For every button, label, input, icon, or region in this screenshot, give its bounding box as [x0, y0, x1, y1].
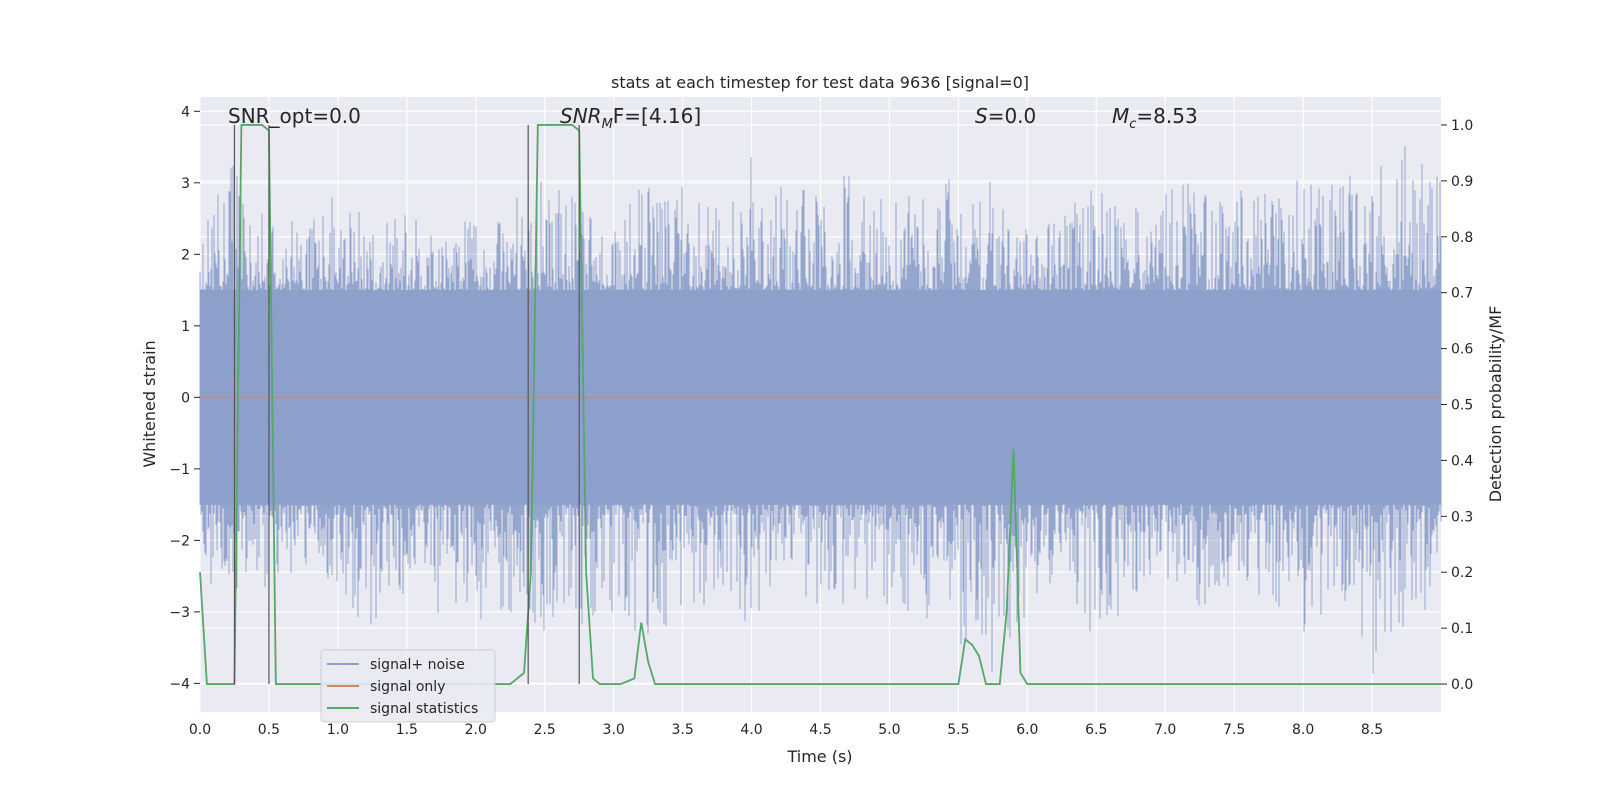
y-tick-label-right: 1.0: [1451, 118, 1473, 134]
x-tick-label: 4.0: [740, 722, 762, 738]
annotation-s: S=0.0: [975, 104, 1036, 128]
x-tick-label: 8.5: [1361, 722, 1383, 738]
y-tick-label-left: −2: [169, 533, 190, 549]
annotation-mc: Mc=8.53: [1112, 104, 1198, 132]
y-tick-label-right: 0.0: [1451, 677, 1473, 693]
x-tick-label: 3.5: [671, 722, 693, 738]
y-axis-left-label: Whitened strain: [140, 340, 159, 467]
x-tick-label: 5.5: [947, 722, 969, 738]
y-tick-label-left: −1: [169, 462, 190, 478]
vertical-markers: [233, 124, 580, 685]
signal-noise-spikes: [199, 146, 1442, 674]
y-tick-label-left: −3: [169, 605, 190, 621]
series-lines: [199, 124, 1441, 685]
y-tick-label-right: 0.4: [1451, 453, 1473, 469]
y-axis-right-ticks: 1.0 0.9 0.8 0.7 0.6 0.5 0.4 0.3 0.2 0.1 0.0: [1441, 118, 1473, 693]
y-tick-label-left: 4: [181, 104, 190, 120]
y-tick-label-right: 0.5: [1451, 398, 1473, 414]
x-axis-ticks: 0.0 0.5 1.0 1.5 2.0 2.5 3.0 3.5 4.0 4.5 5.0 5.5 6.0 6…: [189, 722, 1383, 738]
y-axis-left-ticks: 4 3 2 1 0 −1 −2 −3 −4: [169, 104, 200, 692]
legend-label-signal-only: signal only: [370, 679, 445, 695]
legend-box: [320, 649, 496, 723]
y-tick-label-right: 0.3: [1451, 509, 1473, 525]
x-tick-label: 1.5: [396, 722, 418, 738]
x-tick-label: 5.0: [878, 722, 900, 738]
y-axis-right-label: Detection probability/MF: [1486, 306, 1505, 503]
y-tick-label-left: 3: [181, 176, 190, 192]
x-tick-label: 8.0: [1292, 722, 1314, 738]
legend: signal+ noise signal only signal statist…: [320, 649, 496, 723]
x-tick-label: 2.5: [534, 722, 556, 738]
y-tick-label-right: 0.7: [1451, 286, 1473, 302]
y-tick-label-left: −4: [169, 676, 190, 692]
legend-label-signal-noise: signal+ noise: [370, 657, 465, 673]
y-tick-label-right: 0.8: [1451, 230, 1473, 246]
annotation-snr-mf: SNRMF=[4.16]: [560, 104, 701, 132]
signal-statistics-line: [199, 124, 1441, 685]
x-tick-label: 4.5: [809, 722, 831, 738]
y-tick-label-right: 0.1: [1451, 621, 1473, 637]
x-tick-label: 7.0: [1154, 722, 1176, 738]
y-tick-label-right: 0.9: [1451, 174, 1473, 190]
y-tick-label-left: 1: [181, 319, 190, 335]
x-tick-label: 2.0: [465, 722, 487, 738]
annotation-snr-opt: SNR_opt=0.0: [228, 104, 361, 128]
chart-title: stats at each timestep for test data 963…: [611, 73, 1029, 92]
x-tick-label: 0.0: [189, 722, 211, 738]
x-tick-label: 3.0: [603, 722, 625, 738]
x-tick-label: 6.5: [1085, 722, 1107, 738]
y-tick-label-right: 0.2: [1451, 565, 1473, 581]
legend-label-signal-statistics: signal statistics: [370, 701, 478, 717]
y-tick-label-right: 0.6: [1451, 342, 1473, 358]
y-tick-label-left: 0: [181, 390, 190, 406]
x-tick-label: 6.0: [1016, 722, 1038, 738]
y-tick-label-left: 2: [181, 247, 190, 263]
x-tick-label: 7.5: [1223, 722, 1245, 738]
x-tick-label: 1.0: [327, 722, 349, 738]
x-tick-label: 0.5: [258, 722, 280, 738]
annotations: SNR_opt=0.0 SNRMF=[4.16] S=0.0 Mc=8.53: [228, 104, 1198, 132]
x-axis-label: Time (s): [786, 747, 852, 766]
